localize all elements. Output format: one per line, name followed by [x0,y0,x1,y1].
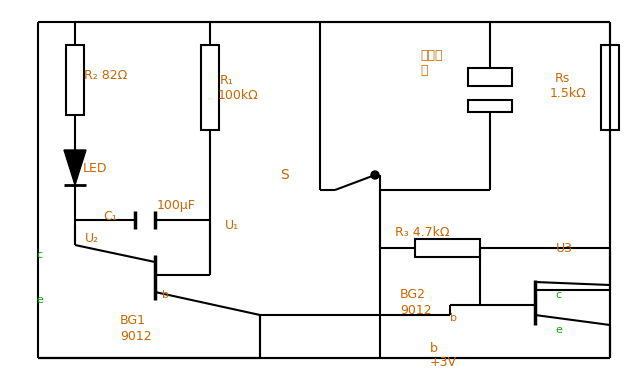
Bar [468,68,512,86]
Text: b: b [162,290,169,300]
Text: c: c [555,290,561,300]
Text: R₃ 4.7kΩ: R₃ 4.7kΩ [395,226,450,239]
Bar [601,45,619,130]
Text: +3V: +3V [430,355,457,368]
Circle shape [371,171,379,179]
Text: 压电陶: 压电陶 [420,48,443,61]
Bar [66,45,84,115]
Text: 9012: 9012 [400,304,432,317]
Text: U3: U3 [556,242,573,255]
Text: e: e [555,325,562,335]
Text: 瓷: 瓷 [420,64,427,77]
Text: c: c [36,250,42,260]
Bar [201,45,219,130]
Text: Rs: Rs [555,72,570,85]
Text: 1.5kΩ: 1.5kΩ [550,86,587,99]
Text: b: b [450,313,457,323]
Text: 100kΩ: 100kΩ [218,88,258,101]
Polygon shape [64,150,86,185]
Text: 100μF: 100μF [157,199,196,211]
Text: b: b [430,341,438,354]
Text: BG1: BG1 [120,314,146,327]
Text: S: S [280,168,289,182]
Text: U₁: U₁ [225,218,239,232]
Text: 9012: 9012 [120,330,152,343]
Bar [415,239,480,257]
Text: e: e [36,295,43,305]
Text: R₂ 82Ω: R₂ 82Ω [84,69,127,82]
Bar [468,100,512,112]
Text: LED: LED [83,162,107,174]
Text: R₁: R₁ [220,74,234,86]
Text: C₁: C₁ [103,210,117,223]
Text: BG2: BG2 [400,288,426,301]
Text: U₂: U₂ [85,232,99,245]
